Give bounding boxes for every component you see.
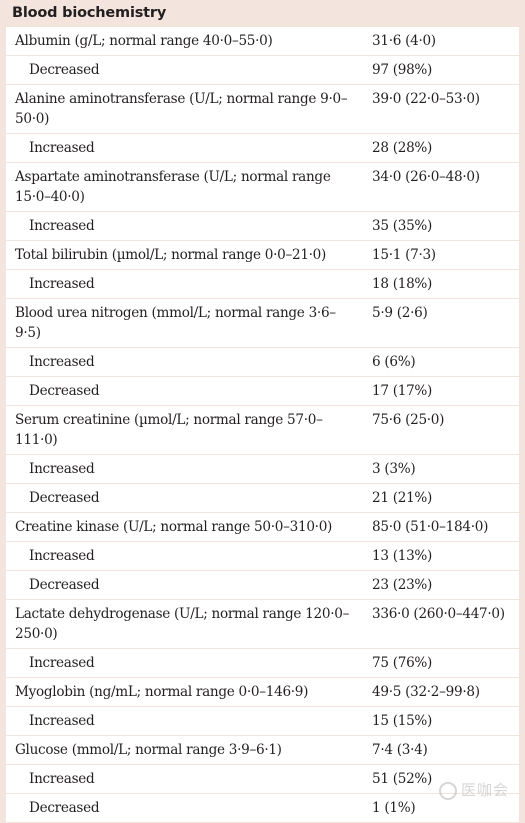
row-value: 336·0 (260·0–447·0) bbox=[372, 606, 505, 622]
table-row: Myoglobin (ng/mL; normal range 0·0–146·9… bbox=[6, 678, 519, 707]
watermark-text: 医咖会 bbox=[460, 781, 509, 799]
row-value: 28 (28%) bbox=[372, 140, 433, 156]
table-row: Lactate dehydrogenase (U/L; normal range… bbox=[6, 600, 519, 649]
table-subrow: Increased 13 (13%) bbox=[6, 542, 519, 571]
row-label: Decreased bbox=[29, 800, 100, 816]
table-subrow: Increased 18 (18%) bbox=[6, 270, 519, 299]
row-value: 15 (15%) bbox=[372, 713, 433, 729]
table-row: Alanine aminotransferase (U/L; normal ra… bbox=[6, 85, 519, 134]
table-row: Creatine kinase (U/L; normal range 50·0–… bbox=[6, 513, 519, 542]
row-label: Lactate dehydrogenase (U/L; normal range… bbox=[15, 606, 350, 642]
row-value: 17 (17%) bbox=[372, 383, 433, 399]
row-value: 21 (21%) bbox=[372, 490, 433, 506]
row-value: 35 (35%) bbox=[372, 218, 433, 234]
table-subrow: Decreased 97 (98%) bbox=[6, 56, 519, 85]
table-body: Albumin (g/L; normal range 40·0–55·0) 31·… bbox=[6, 27, 519, 823]
row-value: 3 (3%) bbox=[372, 461, 416, 477]
row-label: Increased bbox=[29, 218, 95, 234]
table-subrow: Increased 35 (35%) bbox=[6, 212, 519, 241]
row-value: 18 (18%) bbox=[372, 276, 433, 292]
row-value: 85·0 (51·0–184·0) bbox=[372, 519, 489, 535]
table-row: Aspartate aminotransferase (U/L; normal … bbox=[6, 163, 519, 212]
row-value: 15·1 (7·3) bbox=[372, 247, 436, 263]
row-label: Increased bbox=[29, 461, 95, 477]
row-label: Glucose (mmol/L; normal range 3·9–6·1) bbox=[15, 742, 282, 758]
row-label: Increased bbox=[29, 713, 95, 729]
table-subrow: Decreased 17 (17%) bbox=[6, 377, 519, 406]
table-row: Total bilirubin (µmol/L; normal range 0·… bbox=[6, 241, 519, 270]
table-row: Blood urea nitrogen (mmol/L; normal rang… bbox=[6, 299, 519, 348]
row-label: Increased bbox=[29, 771, 95, 787]
row-label: Aspartate aminotransferase (U/L; normal … bbox=[15, 169, 331, 205]
row-label: Decreased bbox=[29, 383, 100, 399]
row-value: 5·9 (2·6) bbox=[372, 305, 428, 321]
row-value: 7·4 (3·4) bbox=[372, 742, 428, 758]
row-label: Decreased bbox=[29, 490, 100, 506]
row-label: Increased bbox=[29, 548, 95, 564]
row-label: Albumin (g/L; normal range 40·0–55·0) bbox=[15, 33, 273, 49]
row-label: Creatine kinase (U/L; normal range 50·0–… bbox=[15, 519, 333, 535]
table-row: Serum creatinine (µmol/L; normal range 5… bbox=[6, 406, 519, 455]
row-value: 34·0 (26·0–48·0) bbox=[372, 169, 480, 185]
row-label: Decreased bbox=[29, 62, 100, 78]
table-subrow: Increased 28 (28%) bbox=[6, 134, 519, 163]
table-row: Albumin (g/L; normal range 40·0–55·0) 31·… bbox=[6, 27, 519, 56]
row-label: Serum creatinine (µmol/L; normal range 5… bbox=[15, 412, 323, 448]
row-value: 31·6 (4·0) bbox=[372, 33, 436, 49]
row-label: Total bilirubin (µmol/L; normal range 0·… bbox=[15, 247, 327, 263]
row-label: Alanine aminotransferase (U/L; normal ra… bbox=[15, 91, 348, 127]
row-value: 51 (52%) bbox=[372, 771, 433, 787]
row-value: 23 (23%) bbox=[372, 577, 433, 593]
row-label: Myoglobin (ng/mL; normal range 0·0–146·9… bbox=[15, 684, 309, 700]
table-subrow: Increased 51 (52%) bbox=[6, 765, 519, 794]
row-label: Decreased bbox=[29, 577, 100, 593]
row-value: 13 (13%) bbox=[372, 548, 433, 564]
table-subrow: Increased 15 (15%) bbox=[6, 707, 519, 736]
row-label: Increased bbox=[29, 276, 95, 292]
table-subrow: Increased 75 (76%) bbox=[6, 649, 519, 678]
table-subrow: Decreased 21 (21%) bbox=[6, 484, 519, 513]
row-value: 39·0 (22·0–53·0) bbox=[372, 91, 480, 107]
table-subrow: Increased 6 (6%) bbox=[6, 348, 519, 377]
table-subrow: Decreased 23 (23%) bbox=[6, 571, 519, 600]
watermark-logo-icon bbox=[438, 781, 457, 800]
row-value: 49·5 (32·2–99·8) bbox=[372, 684, 480, 700]
biochemistry-table: Blood biochemistry Albumin (g/L; normal … bbox=[6, 0, 519, 823]
row-label: Blood urea nitrogen (mmol/L; normal rang… bbox=[15, 305, 336, 341]
row-label: Increased bbox=[29, 140, 95, 156]
row-value: 1 (1%) bbox=[372, 800, 416, 816]
table-subrow: Increased 3 (3%) bbox=[6, 455, 519, 484]
row-value: 75·6 (25·0) bbox=[372, 412, 445, 428]
row-value: 97 (98%) bbox=[372, 62, 433, 78]
watermark: 医咖会 bbox=[438, 779, 509, 800]
row-value: 75 (76%) bbox=[372, 655, 433, 671]
row-label: Increased bbox=[29, 354, 95, 370]
row-label: Increased bbox=[29, 655, 95, 671]
section-title: Blood biochemistry bbox=[6, 0, 519, 27]
row-value: 6 (6%) bbox=[372, 354, 416, 370]
table-row: Glucose (mmol/L; normal range 3·9–6·1) 7·… bbox=[6, 736, 519, 765]
